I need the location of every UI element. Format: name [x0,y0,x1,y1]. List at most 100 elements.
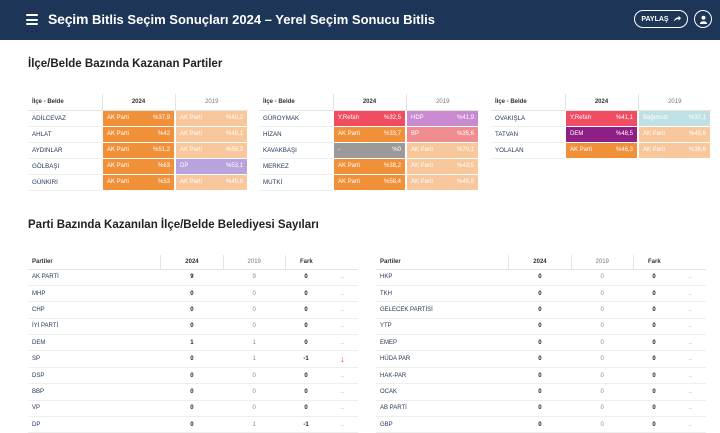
winner-party: AK Parti [338,179,361,185]
winner-badge: AK Parti %48,1 [176,126,247,142]
year-2019-header: 2019 [637,94,711,111]
winner-percent: %0 [392,147,401,153]
winner-badge: AK Parti %38,2 [334,158,405,174]
winner-percent: %48,5 [615,131,633,137]
party-name[interactable]: HAK-PAR [376,367,509,385]
result-2024-cell: AK Parti %37,9 [102,110,175,127]
party-row: HKP 0 0 0.. [376,269,706,286]
user-icon [699,15,707,24]
party-name[interactable]: DP [28,416,161,433]
district-name[interactable]: ADİLCEVAZ [28,110,102,127]
party-header-row: Partiler 2024 2019 Fark [28,255,358,270]
count-diff: -1 [285,350,327,368]
result-2019-cell: AK Parti %45,6 [638,126,711,143]
district-name[interactable]: AHLAT [28,126,102,143]
party-name[interactable]: OCAK [376,383,509,401]
party-row: DEM 1 1 0.. [28,334,358,352]
year-2019-header: 2019 [405,94,479,111]
district-name[interactable]: HİZAN [259,126,333,143]
winner-percent: %35,6 [456,131,474,137]
party-name[interactable]: YTP [376,318,509,336]
district-row: YOLALAN AK Parti %46,3 AK Parti %36,6 [491,142,711,159]
party-name[interactable]: VP [28,400,161,418]
party-name[interactable]: TKH [376,285,509,303]
party-name[interactable]: GBP [376,416,509,433]
winner-party: BP [411,131,420,137]
district-row: KAVAKBAŞI - %0 AK Parti %70,1 [259,142,479,159]
district-name[interactable]: YOLALAN [491,142,565,159]
winner-party: Bağımsız [643,115,669,121]
party-col-header: Partiler [376,255,509,270]
district-name[interactable]: GÖLBAŞI [28,158,102,175]
winner-percent: %41,9 [456,115,474,121]
party-name[interactable]: DEM [28,334,161,352]
trend-neutral-icon: .. [326,301,358,319]
district-name[interactable]: MERKEZ [259,158,333,175]
count-2019: 0 [571,400,634,418]
hamburger-menu-icon[interactable] [26,14,38,25]
district-row: GÖLBAŞI AK Parti %63 DP %53,1 [28,158,248,175]
count-2024: 9 [160,269,224,286]
count-2019: 0 [571,285,634,303]
party-row: GBP 0 0 0.. [376,416,706,433]
party-name[interactable]: EMEP [376,334,509,352]
trend-neutral-icon: .. [674,350,706,368]
winner-party: DP [180,163,189,169]
winner-percent: %45,8 [456,179,474,185]
district-name[interactable]: AYDINLAR [28,142,102,159]
page-title: Bitlis Seçim Sonuçları 2024 – Yerel Seçi… [92,12,435,27]
district-name[interactable]: MUTKİ [259,174,333,191]
trend-neutral-icon: .. [326,318,358,336]
winner-percent: %41,1 [615,115,633,121]
party-name[interactable]: İYİ PARTİ [28,318,161,336]
year-2024-header: 2024 [101,94,175,111]
district-name[interactable]: KAVAKBAŞI [259,142,333,159]
count-diff: 0 [285,301,327,319]
winner-badge: DP %53,1 [176,158,247,174]
count-diff: 0 [285,367,327,385]
count-2024: 0 [160,400,224,418]
brand-logo[interactable]: Seçim [48,11,89,27]
count-2024: 0 [508,285,572,303]
count-2024: 1 [160,334,224,352]
district-name[interactable]: OVAKIŞLA [491,110,565,127]
winner-badge: Y.Refah %41,1 [566,110,637,126]
district-header-row: İlçe - Belde 2024 2019 [28,94,248,111]
party-name[interactable]: DSP [28,367,161,385]
district-name[interactable]: GÜROYMAK [259,110,333,127]
winner-percent: %43,5 [456,163,474,169]
district-row: TATVAN DEM %48,5 AK Parti %45,6 [491,126,711,143]
winner-badge: - %0 [334,142,405,158]
party-name[interactable]: HÜDA PAR [376,350,509,368]
district-table-3: İlçe - Belde 2024 2019 OVAKIŞLA Y.Refah %41,1… [491,94,711,159]
winner-badge: Y.Refah %32,5 [334,110,405,126]
count-diff: 0 [633,400,675,418]
party-name[interactable]: GELECEK PARTİSİ [376,301,509,319]
count-2019: 0 [223,367,286,385]
count-2019: 0 [571,383,634,401]
party-count-table-2: Partiler 2024 2019 Fark HKP 0 0 0.. TKH 0 0 0.. GELE… [376,255,706,433]
count-diff: 0 [285,285,327,303]
party-name[interactable]: MHP [28,285,161,303]
party-name[interactable]: CHP [28,301,161,319]
count-diff: 0 [285,400,327,418]
district-name[interactable]: TATVAN [491,126,565,143]
district-name[interactable]: GÜNKIRI [28,174,102,191]
party-name[interactable]: SP [28,350,161,368]
share-button[interactable]: PAYLAŞ [634,10,688,28]
party-name[interactable]: AB PARTİ [376,400,509,418]
result-2024-cell: AK Parti %42 [102,126,175,143]
count-2024: 0 [508,383,572,401]
user-account-button[interactable] [694,10,712,28]
party-col-header: Partiler [28,255,161,270]
party-row: İYİ PARTİ 0 0 0.. [28,318,358,336]
count-diff: 0 [633,416,675,433]
winner-party: AK Parti [107,179,130,185]
winner-percent: %37,9 [152,115,170,121]
winner-percent: %42 [157,131,170,137]
party-name[interactable]: AK PARTİ [28,269,161,286]
party-name[interactable]: BBP [28,383,161,401]
winner-percent: %32,5 [383,115,401,121]
party-name[interactable]: HKP [376,269,509,286]
year-2024-header: 2024 [332,94,406,111]
